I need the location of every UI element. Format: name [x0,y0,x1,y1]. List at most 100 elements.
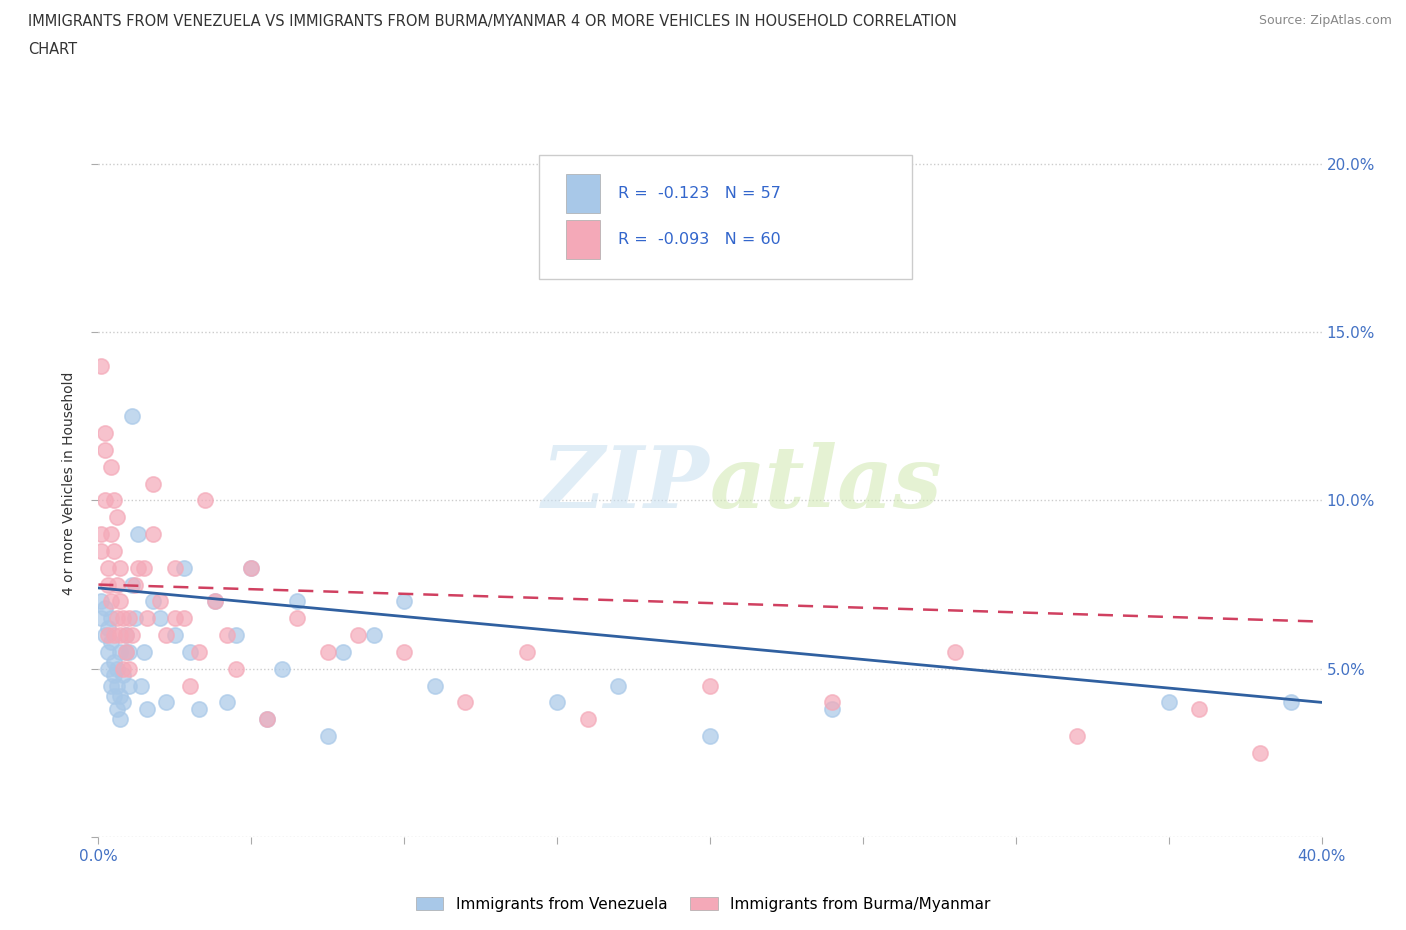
Point [118,678,141,693]
Point [108,594,131,609]
Point [90,526,112,541]
Point [163,628,186,643]
Point [129,678,152,693]
Point [118,611,141,626]
Point [103,493,125,508]
Text: R =  -0.093   N = 60: R = -0.093 N = 60 [619,232,782,246]
Point [699,728,721,743]
Point [516,644,538,659]
FancyBboxPatch shape [538,155,912,279]
Text: Source: ZipAtlas.com: Source: ZipAtlas.com [1258,14,1392,27]
Point [173,560,195,575]
Point [194,493,217,508]
Point [285,611,308,626]
Point [179,644,201,659]
Point [93,601,115,616]
Point [115,628,138,643]
Point [392,594,416,609]
Legend: Immigrants from Venezuela, Immigrants from Burma/Myanmar: Immigrants from Venezuela, Immigrants fr… [409,891,997,918]
Point [821,695,844,710]
Point [155,628,177,643]
Point [115,644,138,659]
Point [90,611,112,626]
Point [136,611,159,626]
Point [332,644,354,659]
Point [240,560,263,575]
Point [93,628,115,643]
Point [821,701,844,716]
Point [97,560,120,575]
Point [121,409,143,424]
Point [108,711,131,726]
Point [225,661,247,676]
Point [103,655,125,670]
Text: IMMIGRANTS FROM VENEZUELA VS IMMIGRANTS FROM BURMA/MYANMAR 4 OR MORE VEHICLES IN: IMMIGRANTS FROM VENEZUELA VS IMMIGRANTS … [28,14,957,29]
Point [93,493,115,508]
Point [270,661,292,676]
Point [256,711,278,726]
Point [316,728,339,743]
Y-axis label: 4 or more Vehicles in Household: 4 or more Vehicles in Household [62,372,76,595]
Point [155,695,177,710]
Point [97,578,120,592]
Point [97,628,120,643]
Point [188,701,211,716]
Text: CHART: CHART [28,42,77,57]
Point [105,611,128,626]
Point [90,594,112,609]
Point [347,628,370,643]
Point [225,628,247,643]
Point [121,628,143,643]
Bar [565,174,600,213]
Point [188,644,211,659]
Point [97,621,120,636]
Point [1157,695,1180,710]
Bar [565,220,600,259]
Point [90,358,112,373]
Point [100,594,122,609]
Point [142,594,165,609]
Point [173,611,195,626]
Point [118,661,141,676]
Point [1066,728,1088,743]
Point [204,594,226,609]
Point [105,510,128,525]
Point [111,661,134,676]
Point [699,678,721,693]
Text: ZIP: ZIP [543,442,710,525]
Point [103,543,125,558]
Point [363,628,385,643]
Point [115,644,138,659]
Point [124,611,146,626]
Point [607,678,630,693]
Point [108,644,131,659]
Point [103,668,125,683]
Point [392,644,416,659]
Point [423,678,446,693]
Point [454,695,477,710]
Point [149,594,172,609]
Point [93,426,115,441]
Point [93,443,115,458]
Point [121,578,143,592]
Point [103,688,125,703]
Point [1249,746,1271,761]
Point [90,543,112,558]
Point [111,668,134,683]
Text: atlas: atlas [710,442,942,525]
Point [179,678,201,693]
Point [215,628,238,643]
Point [100,611,122,626]
Point [285,594,308,609]
Point [100,459,122,474]
Point [108,688,131,703]
Point [105,578,128,592]
Point [105,701,128,716]
Point [124,578,146,592]
Point [134,560,156,575]
Point [576,711,599,726]
Point [103,628,125,643]
Point [100,526,122,541]
Point [115,628,138,643]
Point [127,526,149,541]
